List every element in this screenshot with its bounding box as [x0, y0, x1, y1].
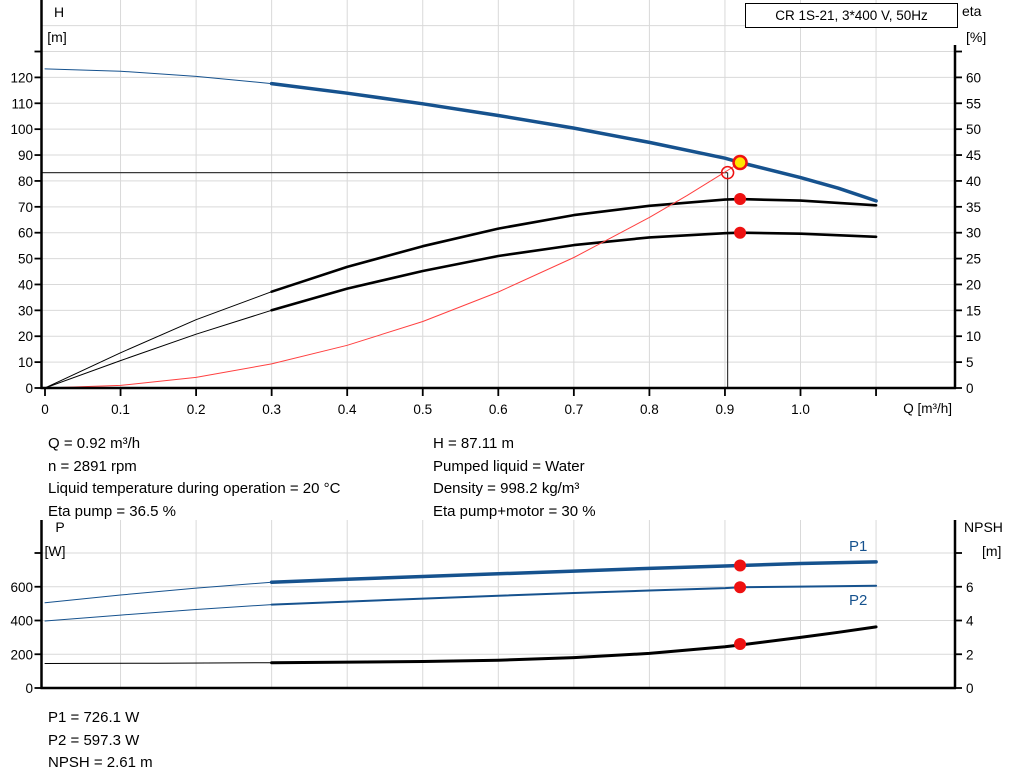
svg-text:2: 2 [966, 647, 974, 662]
info-line-h: H = 87.11 m [433, 435, 515, 452]
power-info: P1 = 726.1 W P2 = 597.3 W NPSH = 2.61 m [48, 707, 153, 775]
svg-text:0: 0 [41, 402, 49, 417]
svg-text:20: 20 [18, 329, 33, 344]
duty-info-left: Q = 0.92 m³/h n = 2891 rpm Liquid temper… [48, 433, 340, 523]
svg-text:400: 400 [10, 614, 33, 629]
svg-text:30: 30 [18, 303, 33, 318]
info-line-eta-total: Eta pump+motor = 30 % [433, 502, 596, 520]
p-axis-name: P [55, 519, 65, 535]
svg-text:0: 0 [25, 381, 33, 396]
svg-text:70: 70 [18, 200, 33, 215]
p2-curve-label: P2 [849, 592, 868, 609]
svg-text:55: 55 [966, 96, 981, 111]
svg-text:200: 200 [10, 647, 33, 662]
svg-text:110: 110 [11, 96, 33, 111]
info-line-p2: P2 = 597.3 W [48, 731, 140, 749]
svg-text:25: 25 [966, 252, 981, 267]
svg-text:0.2: 0.2 [187, 402, 206, 417]
q-axis-label: Q [m³/h] [903, 401, 952, 416]
h-axis-unit: [m] [47, 29, 67, 45]
svg-text:0: 0 [966, 681, 974, 696]
p-axis-unit: [W] [44, 543, 66, 559]
svg-text:0.4: 0.4 [338, 402, 357, 417]
svg-text:120: 120 [10, 70, 33, 85]
info-line-npsh: NPSH = 2.61 m [48, 754, 153, 771]
eta-axis-unit: [%] [966, 29, 987, 45]
svg-text:35: 35 [966, 200, 981, 215]
svg-text:100: 100 [10, 122, 33, 137]
svg-text:60: 60 [966, 70, 981, 85]
svg-text:30: 30 [966, 226, 981, 241]
svg-text:0.9: 0.9 [716, 402, 735, 417]
info-line-q: Q = 0.92 m³/h [48, 435, 141, 452]
svg-text:15: 15 [966, 303, 981, 318]
info-line-p1: P1 = 726.1 W [48, 709, 140, 726]
npsh-axis-unit: [m] [982, 543, 1002, 559]
svg-text:80: 80 [18, 174, 33, 189]
svg-text:10: 10 [18, 355, 33, 370]
svg-text:90: 90 [18, 148, 33, 163]
svg-text:5: 5 [966, 355, 974, 370]
info-line-eta-pump: Eta pump = 36.5 % [48, 502, 176, 520]
svg-text:0.8: 0.8 [640, 402, 659, 417]
svg-text:0.7: 0.7 [564, 402, 583, 417]
svg-text:4: 4 [966, 614, 974, 629]
svg-text:0.3: 0.3 [262, 402, 281, 417]
info-line-density: Density = 998.2 kg/m³ [433, 480, 580, 497]
svg-text:45: 45 [966, 148, 981, 163]
svg-text:0: 0 [25, 681, 33, 696]
svg-text:40: 40 [18, 277, 33, 292]
svg-text:40: 40 [966, 174, 981, 189]
eta-axis-name: eta [962, 3, 982, 19]
svg-text:20: 20 [966, 277, 981, 292]
svg-text:6: 6 [966, 580, 974, 595]
svg-text:0.6: 0.6 [489, 402, 508, 417]
svg-text:600: 600 [10, 580, 33, 595]
svg-text:0.1: 0.1 [111, 402, 130, 417]
svg-text:50: 50 [966, 122, 981, 137]
h-axis-name: H [53, 4, 65, 20]
svg-text:50: 50 [18, 252, 33, 267]
svg-text:0: 0 [966, 381, 974, 396]
pump-title-box: CR 1S-21, 3*400 V, 50Hz [745, 3, 958, 28]
info-line-n: n = 2891 rpm [48, 457, 137, 475]
svg-text:1.0: 1.0 [791, 402, 810, 417]
svg-text:60: 60 [18, 226, 33, 241]
svg-text:0.5: 0.5 [413, 402, 432, 417]
p1-curve-label: P1 [849, 538, 868, 555]
duty-info-right: H = 87.11 m Pumped liquid = Water Densit… [433, 433, 596, 523]
info-line-liquid: Pumped liquid = Water [433, 457, 585, 475]
npsh-axis-name: NPSH [964, 519, 1003, 535]
info-line-temp: Liquid temperature during operation = 20… [48, 480, 341, 497]
svg-text:10: 10 [966, 329, 981, 344]
